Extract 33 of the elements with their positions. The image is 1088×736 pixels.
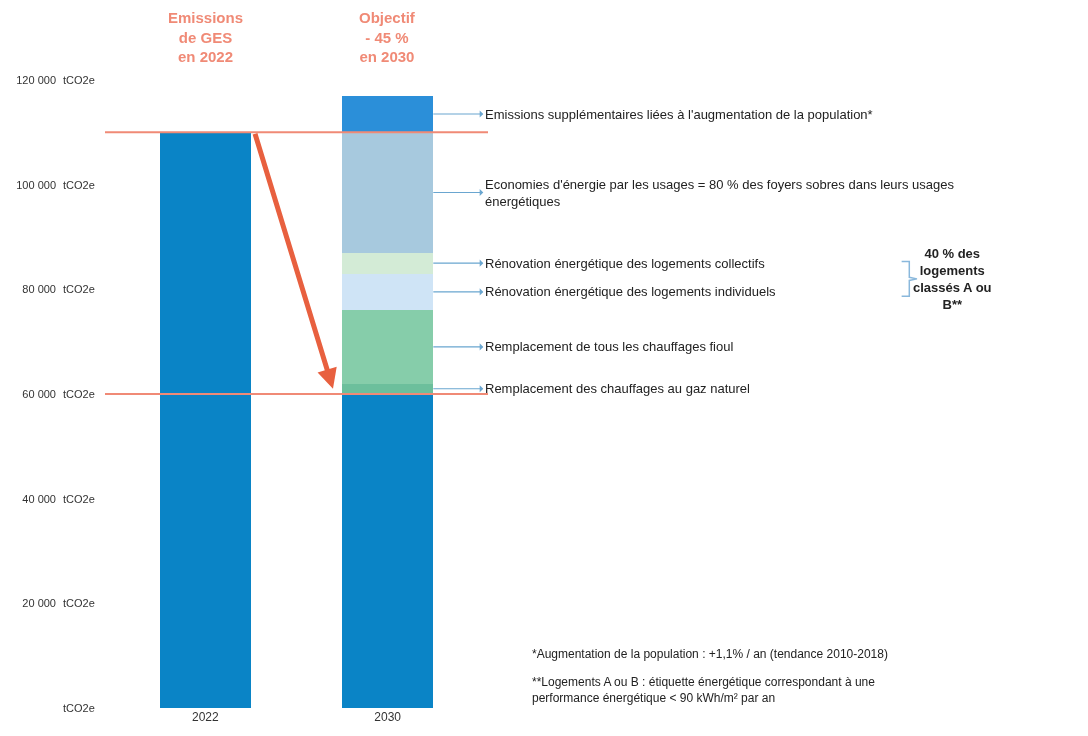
bar: [342, 310, 434, 384]
y-tick-label: 100 000: [16, 178, 56, 191]
text: tCO2e: [63, 179, 95, 191]
text: 40 % des logements classés A ou B**: [913, 246, 992, 312]
bar: [342, 132, 434, 253]
x-tick-label: 2030: [374, 710, 402, 724]
y-tick-label: 120 000: [16, 73, 56, 86]
y-axis-title: tCO2e: [63, 597, 95, 609]
y-tick-label: 80 000: [22, 283, 56, 296]
text: tCO2e: [63, 493, 95, 505]
text: Emissions de GES en 2022: [168, 9, 244, 65]
text: tCO2e: [63, 388, 95, 400]
text: **Logements A ou B : étiquette énergétique correspondant à une performance énergétique < 90 kWh/m² par an: [532, 675, 876, 705]
bar: [342, 394, 434, 708]
text: tCO2e: [63, 74, 95, 86]
y-tick-label: 20 000: [22, 597, 56, 610]
text: Rénovation énergétique des logements collectifs: [485, 256, 766, 271]
text: tCO2e: [63, 702, 95, 714]
text: Economies d'énergie par les usages = 80 % des foyers sobres dans leurs usages énergétiques: [485, 177, 955, 209]
text: *Augmentation de la population : +1,1% / an (tendance 2010-2018): [532, 647, 888, 661]
y-tick-label: 60 000: [22, 387, 56, 400]
bar: [342, 252, 434, 274]
text: tCO2e: [63, 283, 95, 295]
text: Remplacement de tous les chauffages fioul: [485, 339, 734, 354]
text: Rénovation énergétique des logements individuels: [485, 284, 777, 299]
y-tick-label: 40 000: [22, 492, 56, 505]
bar: [159, 132, 251, 708]
text: Emissions supplémentaires liées à l'augmentation de la population*: [485, 107, 873, 122]
bar: [342, 95, 434, 133]
x-tick-label: 2022: [191, 710, 219, 724]
text: Remplacement des chauffages au gaz naturel: [485, 381, 751, 396]
text: Objectif - 45 % en 2030: [359, 9, 416, 65]
bar: [342, 273, 434, 311]
